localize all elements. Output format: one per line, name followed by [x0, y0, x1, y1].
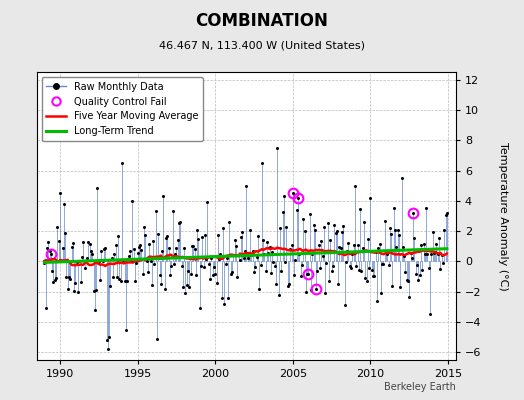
- Y-axis label: Temperature Anomaly (°C): Temperature Anomaly (°C): [498, 142, 508, 290]
- Text: 46.467 N, 113.400 W (United States): 46.467 N, 113.400 W (United States): [159, 40, 365, 50]
- Text: COMBINATION: COMBINATION: [195, 12, 329, 30]
- Text: Berkeley Earth: Berkeley Earth: [384, 382, 456, 392]
- Legend: Raw Monthly Data, Quality Control Fail, Five Year Moving Average, Long-Term Tren: Raw Monthly Data, Quality Control Fail, …: [41, 77, 203, 141]
